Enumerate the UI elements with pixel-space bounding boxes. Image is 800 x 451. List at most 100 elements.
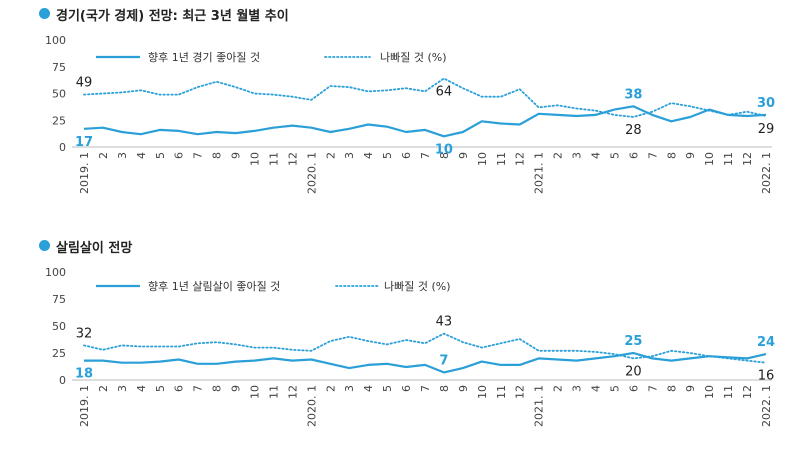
x-tick-label: 9 xyxy=(457,152,470,159)
x-tick-label: 6 xyxy=(400,385,413,392)
series-line-worse xyxy=(83,332,767,364)
x-tick-label: 4 xyxy=(590,385,603,392)
series-line-better xyxy=(84,351,767,374)
x-tick-label: 7 xyxy=(419,152,432,159)
x-tick-label: 2022. 1 xyxy=(760,152,773,194)
x-tick-label: 5 xyxy=(154,152,167,159)
x-tick-label: 3 xyxy=(571,385,584,392)
y-tick-label: 25 xyxy=(52,347,66,360)
legend-label: 나빠질 것 (%) xyxy=(384,280,451,293)
data-label: 7 xyxy=(439,353,448,368)
x-tick-label: 2 xyxy=(552,152,565,159)
y-tick-label: 100 xyxy=(45,266,66,279)
x-tick-label: 10 xyxy=(249,152,262,166)
data-label: 32 xyxy=(76,326,93,341)
x-tick-label: 10 xyxy=(703,385,716,399)
x-tick-label: 4 xyxy=(362,385,375,392)
x-tick-label: 7 xyxy=(419,385,432,392)
x-tick-label: 2020. 1 xyxy=(305,385,318,427)
data-label: 64 xyxy=(436,85,453,100)
x-tick-label: 9 xyxy=(684,152,697,159)
x-tick-label: 12 xyxy=(286,152,299,166)
x-tick-label: 12 xyxy=(514,385,527,399)
x-tick-label: 2019. 1 xyxy=(78,152,91,194)
x-tick-label: 10 xyxy=(476,385,489,399)
panel-1-bullet-icon xyxy=(39,8,50,19)
x-tick-label: 10 xyxy=(476,152,489,166)
y-tick-label: 75 xyxy=(52,61,66,74)
x-tick-label: 11 xyxy=(495,385,508,399)
x-tick-label: 11 xyxy=(495,152,508,166)
y-tick-label: 25 xyxy=(52,114,66,127)
data-label: 43 xyxy=(436,315,453,330)
panel-2-bullet-icon xyxy=(39,240,50,251)
series-line-better xyxy=(83,105,767,138)
x-tick-label: 8 xyxy=(665,385,678,392)
legend-label: 향후 1년 살림살이 좋아질 것 xyxy=(148,280,280,293)
data-label: 20 xyxy=(625,364,642,379)
x-tick-label: 11 xyxy=(722,385,735,399)
x-tick-label: 7 xyxy=(646,152,659,159)
x-tick-label: 2 xyxy=(324,385,337,392)
x-tick-label: 3 xyxy=(343,385,356,392)
data-label: 17 xyxy=(75,135,93,150)
data-label: 30 xyxy=(757,96,775,111)
x-tick-label: 12 xyxy=(741,152,754,166)
x-tick-label: 9 xyxy=(684,385,697,392)
x-tick-label: 9 xyxy=(230,152,243,159)
chart-2-title: 살림살이 전망 xyxy=(56,241,133,256)
x-tick-label: 8 xyxy=(665,152,678,159)
data-label: 25 xyxy=(624,334,642,349)
x-tick-label: 5 xyxy=(381,152,394,159)
x-tick-label: 6 xyxy=(400,152,413,159)
y-tick-label: 0 xyxy=(59,141,66,154)
x-tick-label: 9 xyxy=(230,385,243,392)
x-tick-label: 4 xyxy=(590,152,603,159)
x-tick-label: 10 xyxy=(703,152,716,166)
x-tick-label: 2 xyxy=(552,385,565,392)
x-tick-label: 6 xyxy=(173,385,186,392)
x-tick-label: 3 xyxy=(571,152,584,159)
x-tick-label: 7 xyxy=(192,385,205,392)
x-tick-label: 3 xyxy=(116,385,129,392)
x-tick-label: 7 xyxy=(646,385,659,392)
x-tick-label: 2021. 1 xyxy=(533,385,546,427)
x-tick-label: 11 xyxy=(267,385,280,399)
data-label: 28 xyxy=(625,123,642,138)
y-tick-label: 0 xyxy=(59,374,66,387)
x-tick-label: 4 xyxy=(135,152,148,159)
x-tick-label: 6 xyxy=(627,152,640,159)
data-label: 16 xyxy=(758,369,775,384)
x-tick-label: 11 xyxy=(267,152,280,166)
x-tick-label: 5 xyxy=(608,152,621,159)
x-tick-label: 3 xyxy=(116,152,129,159)
x-tick-label: 2022. 1 xyxy=(760,385,773,427)
x-tick-label: 8 xyxy=(438,152,451,159)
chart-1-title: 경기(국가 경제) 전망: 최근 3년 월별 추이 xyxy=(56,9,289,24)
x-tick-label: 4 xyxy=(362,152,375,159)
x-tick-label: 2 xyxy=(324,152,337,159)
x-tick-label: 12 xyxy=(286,385,299,399)
x-tick-label: 3 xyxy=(343,152,356,159)
y-tick-label: 50 xyxy=(52,320,66,333)
x-tick-label: 2020. 1 xyxy=(305,152,318,194)
x-tick-label: 9 xyxy=(457,385,470,392)
x-tick-label: 2019. 1 xyxy=(78,385,91,427)
x-tick-label: 2 xyxy=(97,385,110,392)
x-tick-label: 11 xyxy=(722,152,735,166)
data-label: 49 xyxy=(76,76,93,91)
y-tick-label: 50 xyxy=(52,88,66,101)
x-tick-label: 5 xyxy=(608,385,621,392)
x-tick-label: 6 xyxy=(627,385,640,392)
x-tick-label: 8 xyxy=(211,152,224,159)
legend-label: 나빠질 것 (%) xyxy=(380,51,447,64)
x-tick-label: 12 xyxy=(514,152,527,166)
legend-label: 향후 1년 경기 좋아질 것 xyxy=(148,51,260,64)
x-tick-label: 10 xyxy=(249,385,262,399)
x-tick-label: 5 xyxy=(381,385,394,392)
x-tick-label: 8 xyxy=(438,385,451,392)
x-tick-label: 8 xyxy=(211,385,224,392)
